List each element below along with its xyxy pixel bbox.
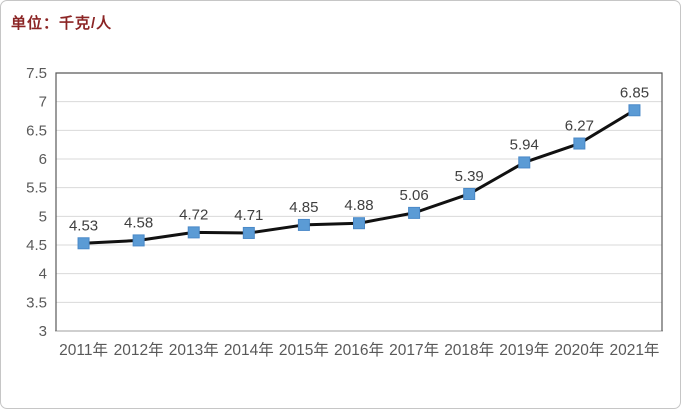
data-label: 5.39	[455, 168, 484, 185]
data-point-marker	[518, 156, 531, 169]
x-tick-label: 2015年	[279, 341, 329, 359]
y-tick-label: 3	[39, 323, 47, 340]
data-point-marker	[187, 226, 200, 239]
data-point-marker	[573, 137, 586, 150]
y-tick-label: 3.5	[26, 294, 47, 311]
data-point-marker	[628, 104, 641, 117]
y-tick-label: 4.5	[26, 237, 47, 254]
data-label: 5.06	[399, 187, 428, 204]
data-point-marker	[77, 237, 90, 250]
x-tick-label: 2012年	[114, 341, 164, 359]
data-point-marker	[297, 218, 310, 231]
y-tick-label: 4	[39, 266, 47, 283]
data-label: 4.88	[344, 197, 373, 214]
data-label: 5.94	[510, 136, 539, 153]
x-tick-label: 2014年	[224, 341, 274, 359]
data-label: 4.85	[289, 199, 318, 216]
data-label: 4.71	[234, 207, 263, 224]
y-tick-label: 5	[39, 208, 47, 225]
y-tick-label: 6.5	[26, 122, 47, 139]
x-tick-label: 2019年	[499, 341, 549, 359]
data-point-marker	[132, 234, 145, 247]
data-point-marker	[408, 206, 421, 219]
y-tick-label: 7	[39, 94, 47, 111]
y-tick-label: 6	[39, 151, 47, 168]
x-tick-label: 2021年	[609, 341, 659, 359]
x-tick-label: 2018年	[444, 341, 494, 359]
unit-label: 单位：千克/人	[11, 15, 113, 32]
data-point-marker	[242, 226, 255, 239]
y-tick-label: 7.5	[26, 65, 47, 82]
x-tick-label: 2013年	[169, 341, 219, 359]
data-label: 4.72	[179, 206, 208, 223]
x-tick-label: 2016年	[334, 341, 384, 359]
data-point-marker	[353, 217, 365, 230]
plot-border	[55, 72, 663, 331]
y-tick-label: 5.5	[26, 180, 47, 197]
x-tick-label: 2020年	[554, 341, 604, 359]
data-label: 6.27	[565, 118, 594, 135]
x-tick-label: 2011年	[59, 341, 108, 359]
data-label: 6.85	[620, 84, 649, 101]
x-tick-label: 2017年	[389, 341, 439, 359]
data-point-marker	[463, 187, 476, 200]
data-label: 4.58	[124, 214, 153, 231]
data-label: 4.53	[69, 217, 98, 234]
